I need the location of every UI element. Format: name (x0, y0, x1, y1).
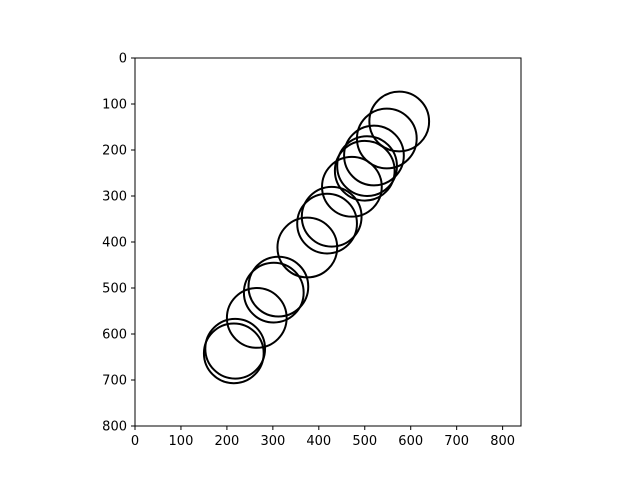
x-tick-label-800: 800 (490, 434, 515, 449)
y-tick-label-200: 200 (102, 144, 127, 159)
x-tick-label-0: 0 (131, 434, 139, 449)
circle-marker-3 (343, 124, 405, 187)
x-tick-label-600: 600 (398, 434, 423, 449)
x-tick-label-200: 200 (214, 434, 239, 449)
circle-marker-12 (225, 287, 288, 349)
circle-marker-5 (333, 139, 396, 202)
x-tick-label-100: 100 (169, 434, 194, 449)
y-tick-label-0: 0 (119, 52, 127, 67)
circle-marker-6 (321, 155, 383, 218)
x-tick-label-400: 400 (306, 434, 331, 449)
x-tick-label-700: 700 (444, 434, 469, 449)
y-tick-label-100: 100 (102, 98, 127, 113)
x-axis-ticks: 0 100 200 300 400 500 600 700 800 (131, 426, 515, 449)
circle-marker-8 (296, 192, 358, 255)
circle-marker-7 (300, 185, 363, 248)
circle-marker-4 (336, 135, 398, 197)
circles-layer (202, 90, 431, 385)
y-tick-label-700: 700 (102, 374, 127, 389)
y-tick-label-800: 800 (102, 420, 127, 435)
plot-frame (134, 57, 522, 427)
y-tick-label-400: 400 (102, 236, 127, 251)
circle-marker-13 (204, 317, 267, 380)
circle-marker-10 (247, 255, 310, 318)
y-tick-label-300: 300 (102, 190, 127, 205)
y-tick-label-500: 500 (102, 282, 127, 297)
circle-marker-1 (368, 90, 431, 153)
y-tick-label-600: 600 (102, 328, 127, 343)
y-axis-ticks: 0 100 200 300 400 500 600 700 800 (102, 52, 135, 435)
x-tick-label-300: 300 (260, 434, 285, 449)
x-tick-label-500: 500 (352, 434, 377, 449)
plot-area (135, 58, 521, 426)
circle-marker-11 (242, 261, 305, 324)
circle-marker-14 (202, 322, 265, 385)
